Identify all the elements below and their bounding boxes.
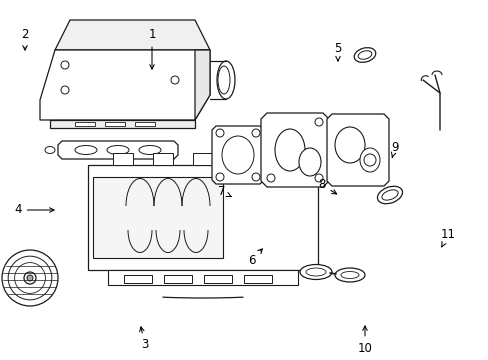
Circle shape xyxy=(61,86,69,94)
Circle shape xyxy=(251,129,260,137)
Polygon shape xyxy=(93,177,223,258)
Ellipse shape xyxy=(299,265,331,279)
Circle shape xyxy=(8,256,52,300)
Ellipse shape xyxy=(45,147,55,153)
Polygon shape xyxy=(135,122,155,126)
Polygon shape xyxy=(193,153,213,165)
Circle shape xyxy=(216,173,224,181)
Polygon shape xyxy=(75,122,95,126)
Polygon shape xyxy=(212,126,264,184)
Ellipse shape xyxy=(340,271,358,279)
Ellipse shape xyxy=(305,268,325,276)
Polygon shape xyxy=(195,50,209,120)
Ellipse shape xyxy=(274,129,305,171)
Circle shape xyxy=(251,173,260,181)
Polygon shape xyxy=(267,153,287,165)
Polygon shape xyxy=(113,153,133,165)
Text: 1: 1 xyxy=(148,28,156,69)
Polygon shape xyxy=(163,275,192,283)
Polygon shape xyxy=(88,165,317,270)
Ellipse shape xyxy=(139,145,161,154)
Ellipse shape xyxy=(359,148,379,172)
Polygon shape xyxy=(232,153,252,165)
Polygon shape xyxy=(55,20,209,50)
Polygon shape xyxy=(261,113,328,187)
Ellipse shape xyxy=(353,48,375,62)
Circle shape xyxy=(314,174,323,182)
Polygon shape xyxy=(58,141,178,159)
Polygon shape xyxy=(244,275,271,283)
Ellipse shape xyxy=(357,51,371,59)
Ellipse shape xyxy=(222,136,253,174)
Text: 9: 9 xyxy=(390,141,398,157)
Text: 6: 6 xyxy=(248,249,262,266)
Circle shape xyxy=(15,262,45,293)
Ellipse shape xyxy=(218,66,229,94)
Circle shape xyxy=(27,275,33,281)
Text: 3: 3 xyxy=(140,327,148,351)
Ellipse shape xyxy=(298,148,320,176)
Polygon shape xyxy=(203,275,231,283)
Text: 2: 2 xyxy=(21,28,29,50)
Circle shape xyxy=(216,129,224,137)
Ellipse shape xyxy=(75,145,97,154)
Polygon shape xyxy=(105,122,125,126)
Text: 11: 11 xyxy=(440,229,454,247)
Text: 4: 4 xyxy=(14,203,54,216)
Text: 8: 8 xyxy=(318,179,336,194)
Polygon shape xyxy=(124,275,152,283)
Text: 10: 10 xyxy=(357,326,372,355)
Ellipse shape xyxy=(107,145,129,154)
Text: 5: 5 xyxy=(334,41,341,61)
Circle shape xyxy=(24,272,36,284)
Polygon shape xyxy=(326,114,388,186)
Ellipse shape xyxy=(217,61,235,99)
Ellipse shape xyxy=(377,186,402,204)
Polygon shape xyxy=(108,270,297,285)
Text: 7: 7 xyxy=(218,185,231,198)
Circle shape xyxy=(61,61,69,69)
Circle shape xyxy=(2,250,58,306)
Polygon shape xyxy=(153,153,173,165)
Ellipse shape xyxy=(334,268,364,282)
Circle shape xyxy=(171,76,179,84)
Ellipse shape xyxy=(381,190,397,200)
Polygon shape xyxy=(40,50,209,120)
Circle shape xyxy=(266,174,274,182)
Circle shape xyxy=(363,154,375,166)
Circle shape xyxy=(314,118,323,126)
Polygon shape xyxy=(50,120,195,128)
Ellipse shape xyxy=(334,127,364,163)
